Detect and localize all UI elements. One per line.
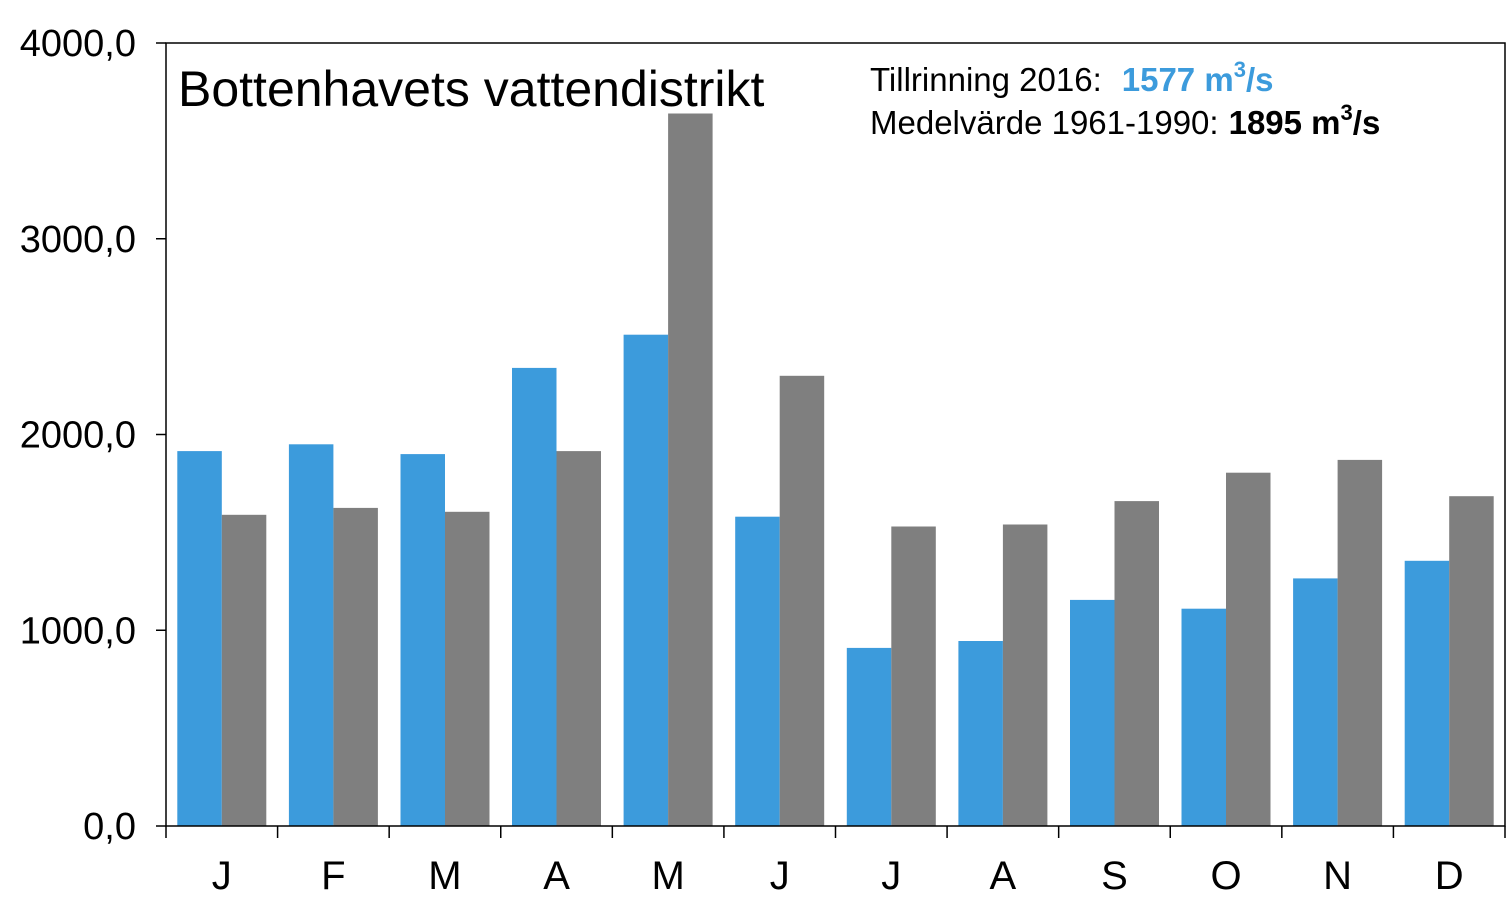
y-ticks-group: 0,0 1000,0 2000,0 3000,0 4000,0 xyxy=(20,23,166,848)
bar-series-1-7 xyxy=(846,647,892,826)
bar-series-2-4 xyxy=(556,451,601,826)
x-tick-label: J xyxy=(881,854,901,898)
bar-series-2-12 xyxy=(1449,496,1494,826)
annotation-2-label: Medelvärde 1961-1990: xyxy=(870,104,1219,141)
bar-series-2-9 xyxy=(1114,501,1159,826)
bar-series-2-5 xyxy=(668,113,713,826)
bar-series-2-10 xyxy=(1226,472,1271,826)
x-tick-label: N xyxy=(1323,854,1352,898)
x-tick-label: D xyxy=(1435,854,1464,898)
x-tick-label: M xyxy=(651,854,684,898)
bar-series-2-6 xyxy=(779,375,825,826)
x-tick-label: J xyxy=(212,854,232,898)
bar-series-1-5 xyxy=(623,334,669,826)
y-tick-label: 0,0 xyxy=(83,806,136,848)
x-tick-label: F xyxy=(321,854,345,898)
annotation-1-label: Tillrinning 2016: xyxy=(870,61,1102,98)
x-tick-label: J xyxy=(770,854,790,898)
annotation-2-value: 1895 m xyxy=(1229,104,1341,141)
bar-series-1-3 xyxy=(400,454,445,826)
bar-series-2-3 xyxy=(445,511,490,826)
bar-series-2-11 xyxy=(1337,459,1383,826)
bars-group xyxy=(177,113,1494,826)
annotation-line-2: Medelvärde 1961-1990: 1895 m3/s xyxy=(870,100,1380,141)
bar-series-2-1 xyxy=(221,514,267,826)
bar-series-1-2 xyxy=(288,444,334,826)
annotation-1-sup: 3 xyxy=(1234,57,1246,82)
y-tick-label: 2000,0 xyxy=(20,415,136,457)
annotation-2-sup: 3 xyxy=(1341,100,1353,125)
bar-series-1-1 xyxy=(177,451,222,826)
chart-title: Bottenhavets vattendistrikt xyxy=(178,61,765,117)
annotation-2-suffix: /s xyxy=(1353,104,1381,141)
y-tick-label: 4000,0 xyxy=(20,23,136,65)
y-tick-label: 1000,0 xyxy=(20,610,136,652)
x-tick-label: A xyxy=(990,854,1017,898)
bar-series-2-7 xyxy=(891,526,936,826)
bar-series-1-11 xyxy=(1293,578,1338,826)
x-tick-label: M xyxy=(428,854,461,898)
bar-series-1-8 xyxy=(958,641,1003,826)
bar-series-2-2 xyxy=(333,507,378,826)
annotation-line-1: Tillrinning 2016: 1577 m3/s xyxy=(870,57,1273,98)
x-tick-label: S xyxy=(1101,854,1128,898)
bar-series-1-4 xyxy=(512,367,557,826)
bar-series-1-10 xyxy=(1181,608,1226,826)
x-tick-label: O xyxy=(1210,854,1241,898)
bar-series-1-9 xyxy=(1070,599,1115,826)
y-tick-label: 3000,0 xyxy=(20,219,136,261)
x-tick-label: A xyxy=(543,854,570,898)
bar-series-1-6 xyxy=(735,516,780,826)
bar-series-2-8 xyxy=(1002,524,1048,826)
annotation-1-value: 1577 m xyxy=(1122,61,1234,98)
bar-series-1-12 xyxy=(1404,560,1450,826)
annotation-1-suffix: /s xyxy=(1246,61,1274,98)
